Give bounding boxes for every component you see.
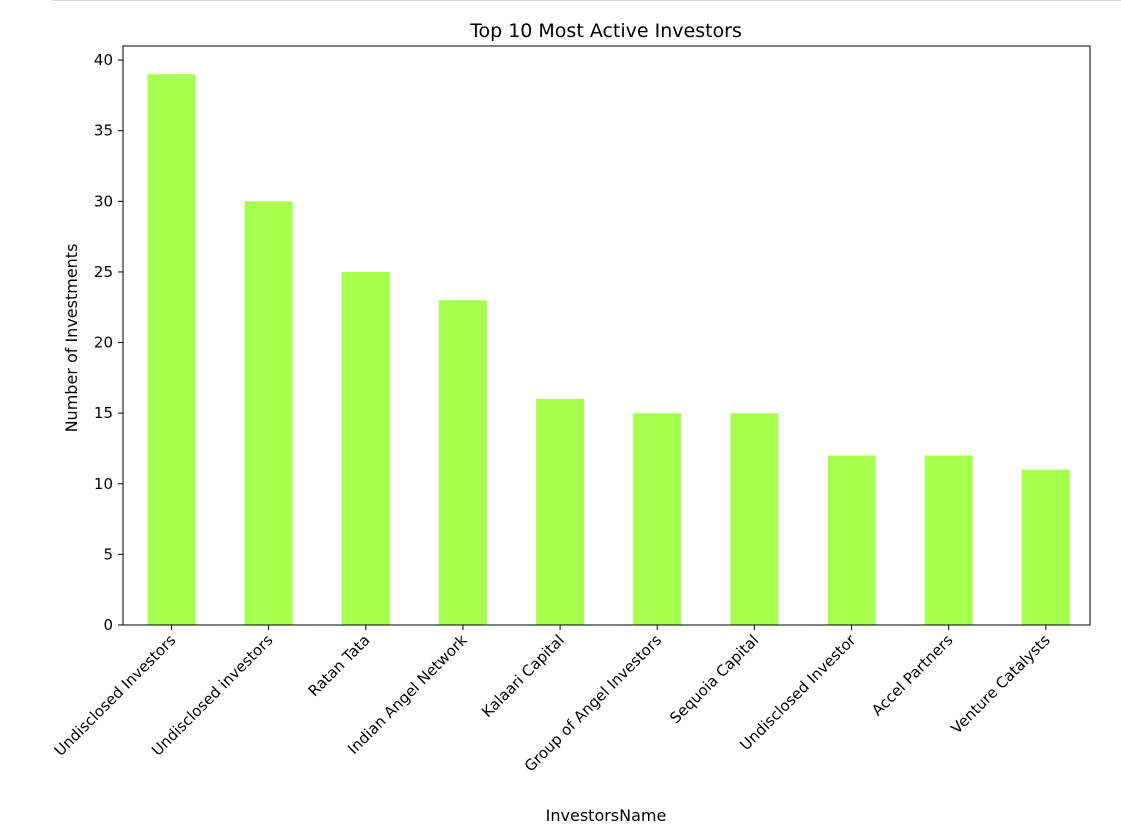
y-tick-label: 0 [103, 616, 113, 634]
y-axis-ticks: 0 5 10 15 20 25 30 35 40 [94, 51, 123, 634]
y-tick-label: 35 [94, 122, 113, 140]
y-tick-label: 30 [94, 192, 113, 210]
y-tick-label: 20 [94, 334, 113, 352]
chart-title: Top 10 Most Active Investors [469, 20, 742, 42]
plot-frame [122, 45, 1091, 626]
x-axis-label: InvestorsName [546, 806, 667, 825]
bar [147, 74, 196, 625]
bars-group [147, 74, 1070, 626]
x-tick-label: Ratan Tata [305, 631, 374, 700]
bar [730, 413, 779, 625]
bar [536, 399, 585, 625]
x-tick-label: Venture Catalysts [947, 631, 1053, 737]
bar [827, 455, 876, 625]
y-tick-label: 5 [103, 545, 113, 563]
bar [439, 300, 487, 625]
bar [924, 455, 973, 625]
x-tick-label: Sequoia Capital [666, 631, 762, 727]
bar [244, 201, 293, 626]
y-tick-label: 10 [94, 475, 113, 493]
y-tick-label: 25 [94, 263, 113, 281]
y-tick-label: 15 [94, 404, 113, 422]
y-tick-label: 40 [94, 51, 113, 69]
y-axis-label: Number of Investments [62, 244, 81, 433]
bar [341, 272, 390, 625]
x-tick-label: Accel Partners [868, 631, 957, 720]
top-divider [52, 0, 1121, 1]
bar [1021, 469, 1070, 625]
x-tick-label: Kalaari Capital [478, 631, 568, 721]
bar [633, 413, 682, 625]
